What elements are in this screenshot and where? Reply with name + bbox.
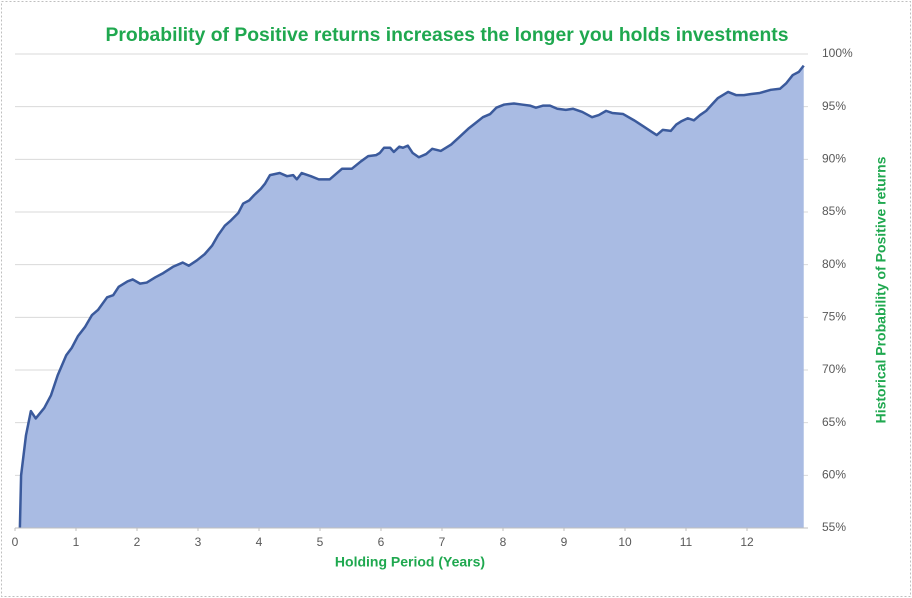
area-fill [19,65,804,528]
y-tick-label: 60% [822,468,846,482]
y-tick-label: 85% [822,204,846,218]
y-tick-label: 55% [822,520,846,534]
area-layer [18,64,805,529]
x-tick-label: 0 [12,535,19,549]
y-tick-label: 95% [822,99,846,113]
x-tick-label: 4 [256,535,263,549]
area-line [18,64,805,529]
y-tick-label: 70% [822,362,846,376]
chart-title: Probability of Positive returns increase… [106,25,789,46]
x-tick-label: 9 [561,535,568,549]
y-tick-label: 65% [822,415,846,429]
y-tick-label: 90% [822,152,846,166]
y-tick-label: 80% [822,257,846,271]
x-tick-label: 1 [73,535,80,549]
x-tick-label: 2 [134,535,141,549]
y-tick-label: 75% [822,310,846,324]
x-tick-label: 10 [618,535,632,549]
x-tick-label: 11 [680,535,693,549]
y-axis-label: Historical Probability of Positive retur… [873,156,889,423]
x-axis-label: Holding Period (Years) [335,554,485,570]
x-tick-label: 12 [740,535,754,549]
x-tick-label: 5 [317,535,324,549]
x-tick-label: 7 [439,535,446,549]
y-tick-label: 100% [822,46,853,60]
x-tick-label: 3 [195,535,202,549]
x-tick-label: 8 [500,535,507,549]
ticks: 55%60%65%70%75%80%85%90%95%100%0 1 2 3 4 5 6 7 8… [12,46,853,549]
x-tick-label: 6 [378,535,385,549]
